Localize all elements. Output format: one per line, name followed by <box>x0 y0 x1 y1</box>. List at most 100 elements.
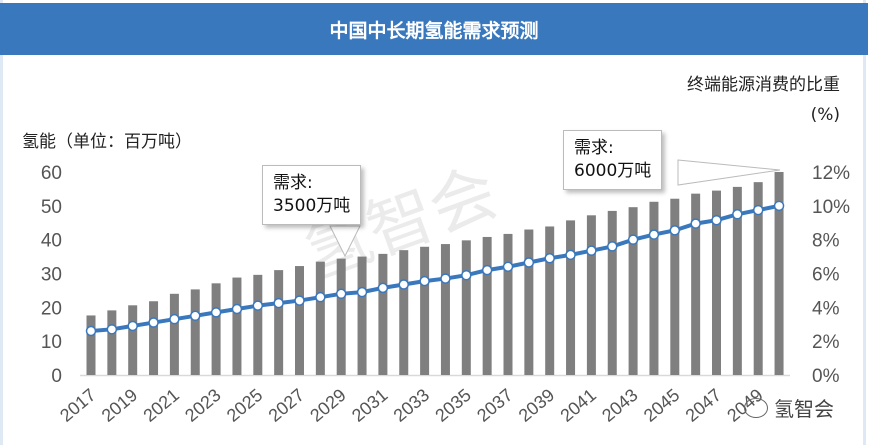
y2-tick-label: 10% <box>812 197 850 218</box>
y2-tick-label: 8% <box>812 231 840 252</box>
line-point-2046 <box>690 218 701 229</box>
line-point-2033 <box>419 275 430 287</box>
line-point-2037 <box>502 261 514 272</box>
bar-2028 <box>315 261 325 375</box>
bar-2038 <box>524 229 534 375</box>
line-point-2028 <box>315 291 326 303</box>
x-tick-label: 2035 <box>431 385 475 426</box>
line-point-2025 <box>252 300 264 311</box>
y-tick-label: 0 <box>51 366 62 387</box>
bar-2026 <box>274 270 284 375</box>
x-tick-label: 2043 <box>598 385 642 426</box>
bar-2036 <box>482 236 492 375</box>
bar-2029 <box>336 258 346 375</box>
bar-2034 <box>440 244 450 375</box>
right-axis-title: 终端能源消费的比重 (%) <box>687 70 840 130</box>
share-line <box>90 203 780 334</box>
y2-tick-label: 6% <box>812 265 840 286</box>
bar-2037 <box>503 233 513 375</box>
bar-2045 <box>670 198 680 375</box>
right-axis-title-line1: 终端能源消费的比重 <box>687 75 840 95</box>
x-tick-label: 2047 <box>682 385 726 426</box>
bar-2017 <box>86 315 96 375</box>
x-tick-label: 2033 <box>390 385 434 426</box>
line-point-2045 <box>669 225 681 236</box>
line-point-2041 <box>586 245 597 256</box>
line-point-2036 <box>481 264 493 276</box>
line-point-2039 <box>544 253 555 264</box>
bar-2024 <box>232 277 242 375</box>
callout-label: 需求: <box>273 173 313 193</box>
callout-label: 需求: <box>574 138 614 158</box>
bar-2047 <box>712 190 721 375</box>
bar-2048 <box>732 186 742 375</box>
y-tick-label: 20 <box>41 298 62 319</box>
line-point-2031 <box>377 282 389 294</box>
line-point-2021 <box>169 313 180 325</box>
bar-2043 <box>628 207 638 375</box>
y2-tick-label: 4% <box>812 298 840 319</box>
bar-2022 <box>190 289 200 375</box>
line-point-2022 <box>190 310 201 322</box>
y-tick-label: 60 <box>41 163 62 184</box>
callout-value: 3500万吨 <box>273 196 351 216</box>
bar-2019 <box>128 305 138 375</box>
x-tick-label: 2037 <box>473 385 517 426</box>
bar-2041 <box>586 215 596 375</box>
line-point-2048 <box>732 209 743 220</box>
line-point-2029 <box>335 288 347 300</box>
bar-2030 <box>357 256 367 375</box>
line-point-2040 <box>565 249 576 261</box>
x-tick-label: 2021 <box>139 385 183 426</box>
bar-2042 <box>607 210 617 375</box>
bar-2044 <box>649 201 659 375</box>
bar-2049 <box>753 182 763 375</box>
x-tick-label: 2029 <box>306 385 350 426</box>
bar-2025 <box>253 274 263 375</box>
y-tick-label: 40 <box>41 231 62 252</box>
bar-2039 <box>545 226 555 375</box>
x-tick-label: 2025 <box>223 385 267 426</box>
line-point-2020 <box>148 317 159 328</box>
callout-2030: 需求: 3500万吨 <box>262 165 362 225</box>
chart-title: 中国中长期氢能需求预测 <box>0 3 868 55</box>
y2-tick-label: 0% <box>812 366 840 387</box>
line-point-2050 <box>773 200 785 212</box>
bar-2046 <box>691 193 701 375</box>
right-axis-title-line2: (%) <box>810 105 840 125</box>
line-point-2019 <box>127 320 138 332</box>
line-point-2034 <box>440 273 451 284</box>
line-point-2023 <box>210 307 222 318</box>
line-point-2035 <box>461 269 472 281</box>
line-point-2044 <box>648 229 660 240</box>
line-point-2038 <box>523 257 535 268</box>
x-tick-label: 2019 <box>98 385 142 426</box>
bar-2032 <box>399 250 409 375</box>
y-tick-label: 50 <box>41 197 62 218</box>
line-point-2030 <box>356 286 368 298</box>
line-point-2027 <box>294 295 305 306</box>
callout-2050: 需求: 6000万吨 <box>563 130 663 190</box>
line-point-2043 <box>627 234 639 245</box>
bar-2033 <box>420 246 430 375</box>
bar-2021 <box>169 293 179 375</box>
x-tick-label: 2041 <box>556 385 600 426</box>
bar-2040 <box>566 220 576 375</box>
source-logo: 氢智会 <box>744 393 834 422</box>
line-point-2047 <box>711 214 722 226</box>
x-tick-label: 2045 <box>640 385 684 426</box>
line-point-2018 <box>106 324 118 335</box>
bar-2050 <box>774 172 784 375</box>
y-tick-label: 30 <box>41 265 62 286</box>
callout-pointer <box>329 225 361 258</box>
line-point-2017 <box>85 325 97 337</box>
line-point-2032 <box>398 279 409 290</box>
x-tick-label: 2027 <box>265 385 309 426</box>
y2-tick-label: 12% <box>812 163 850 184</box>
bar-2027 <box>295 266 304 375</box>
bar-2018 <box>107 310 117 375</box>
line-point-2042 <box>607 241 618 252</box>
logo-text: 氢智会 <box>774 397 834 421</box>
